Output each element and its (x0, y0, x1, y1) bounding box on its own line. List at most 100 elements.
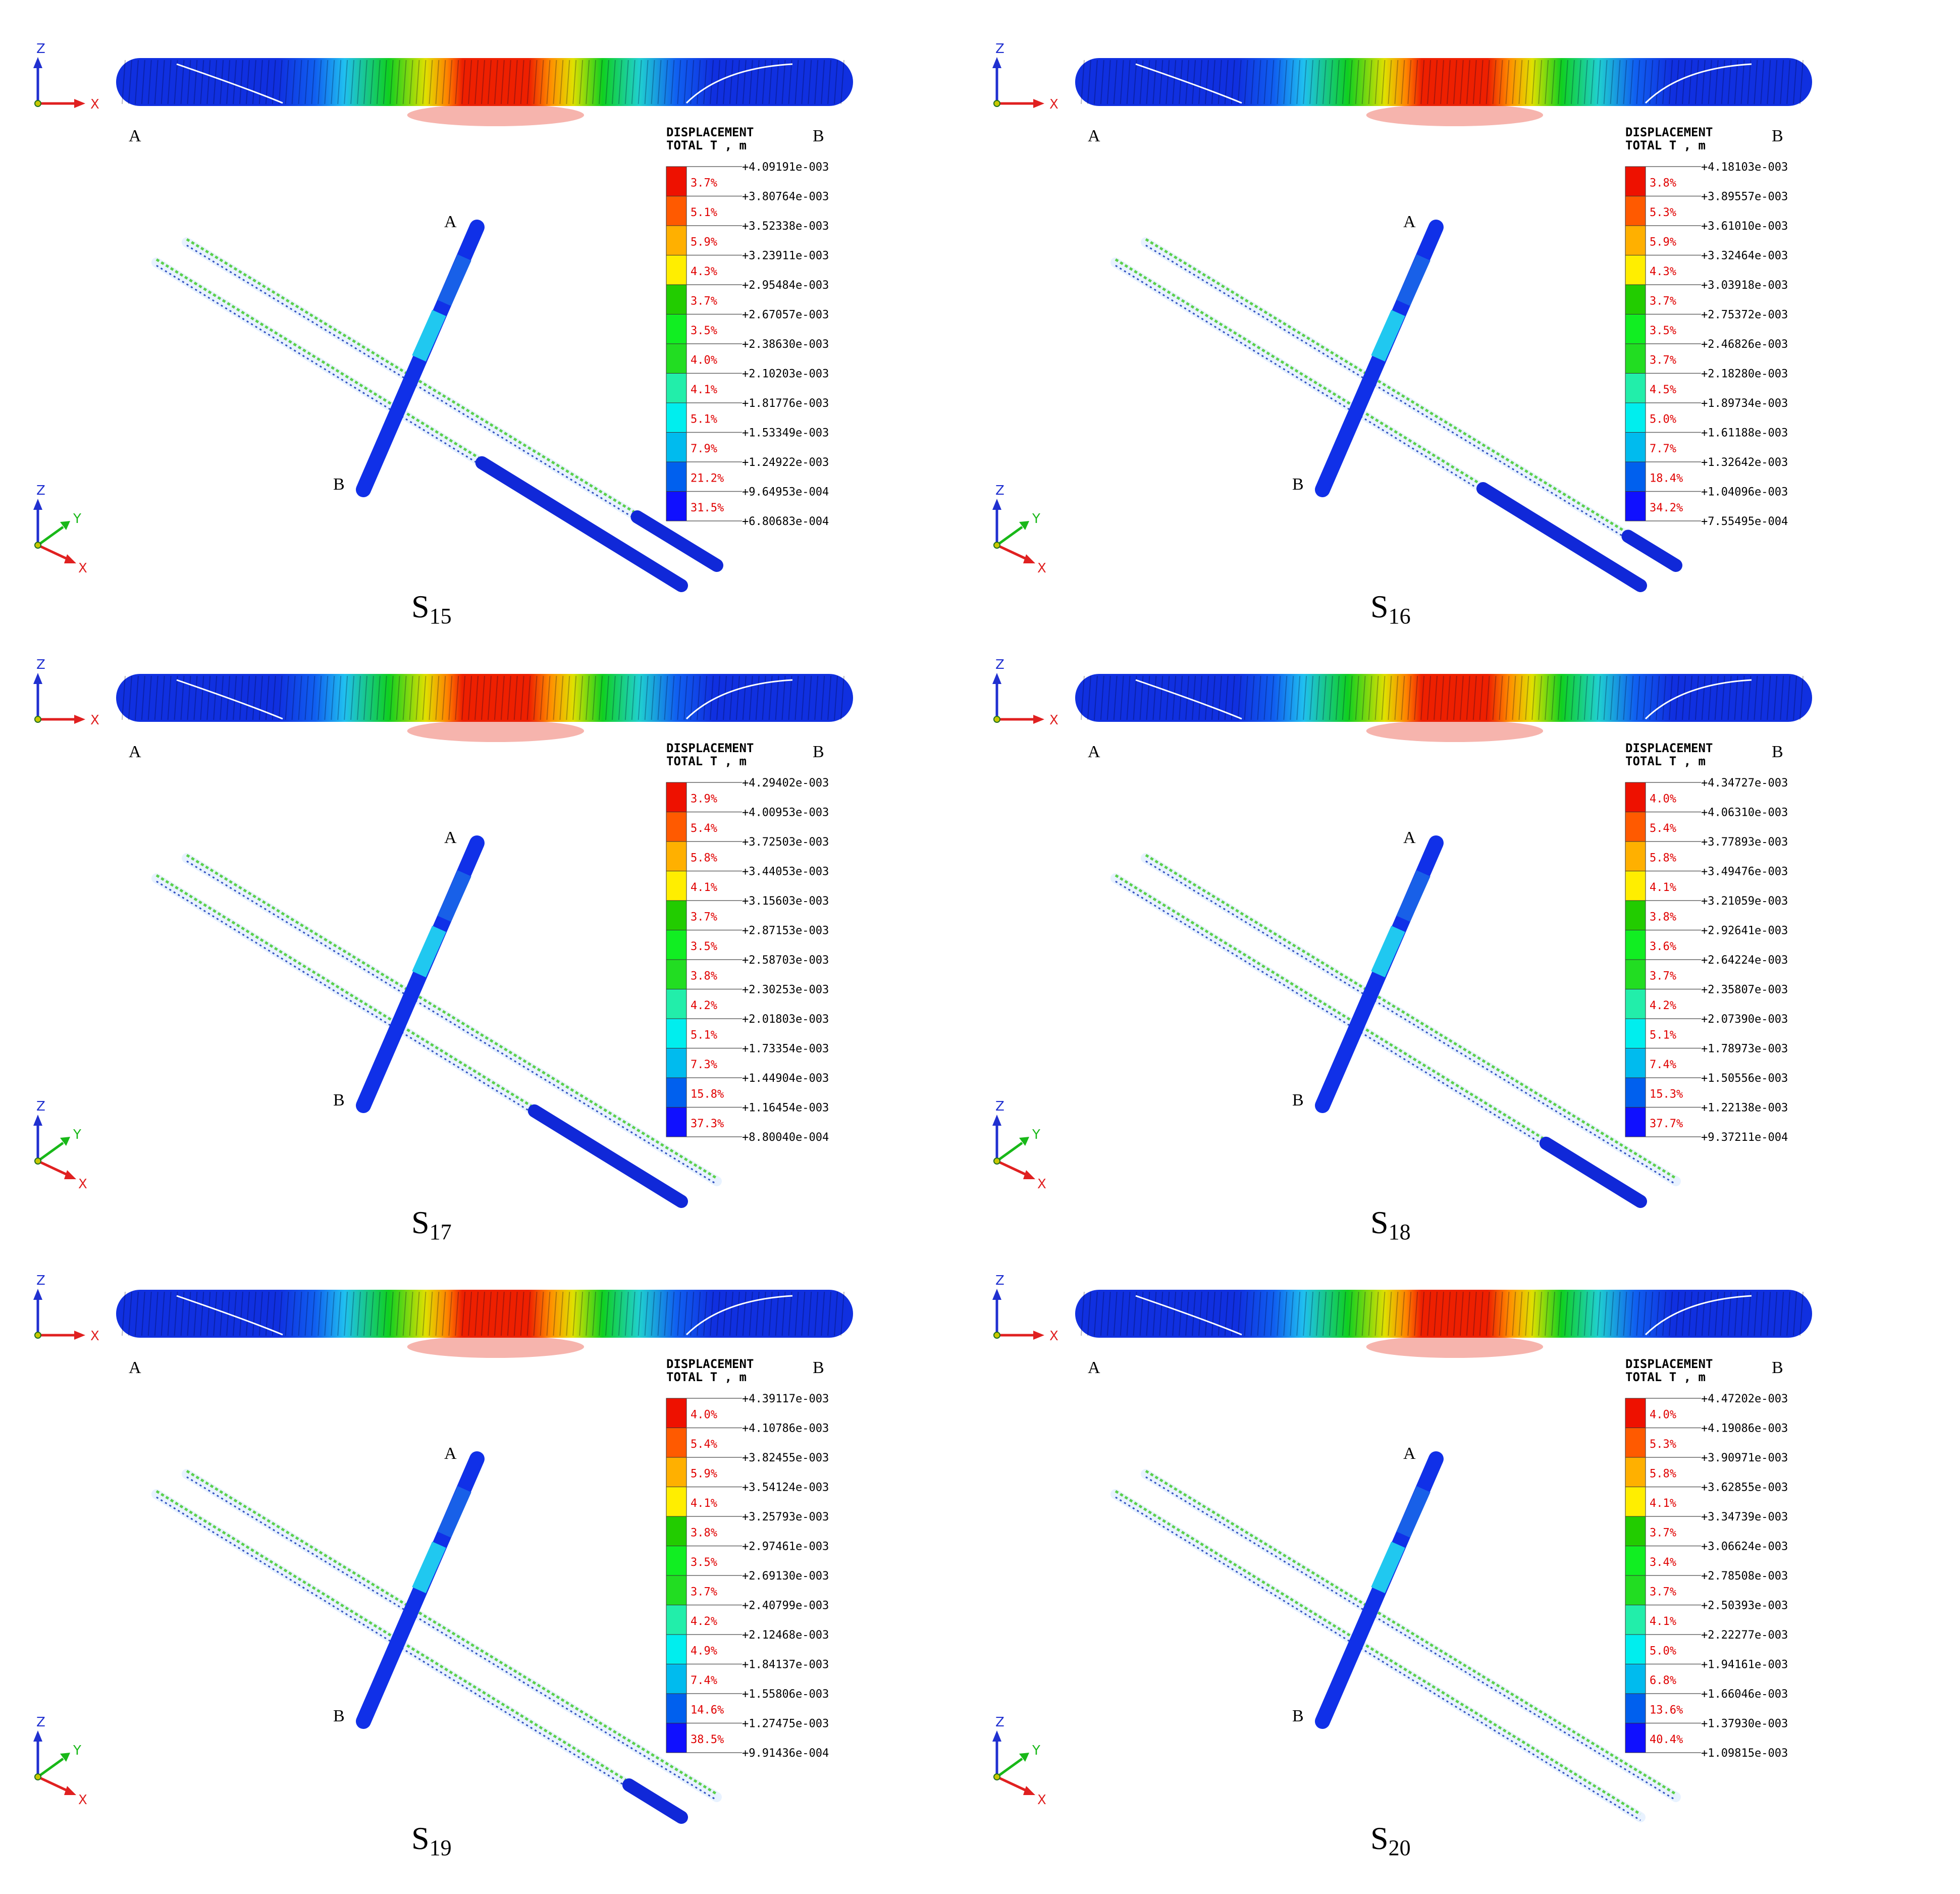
legend-color-band (666, 1723, 687, 1753)
legend-color-band (666, 1634, 687, 1664)
legend-value: +9.64953e-004 (742, 486, 829, 499)
legend-color-band (1625, 900, 1646, 930)
legend-color-band (666, 196, 687, 226)
legend-color-band (1625, 1428, 1646, 1458)
legend-percent: 5.8% (1650, 1467, 1676, 1480)
legend-value: +7.55495e-004 (1701, 515, 1788, 528)
legend-color-band (666, 255, 687, 285)
tunnel-3d-model: AB (1110, 213, 1682, 592)
legend-percent: 4.0% (691, 1408, 717, 1421)
legend-color-band (666, 166, 687, 196)
label-b-3d: B (333, 1091, 345, 1110)
legend-color-band (1625, 871, 1646, 901)
legend-subtitle: TOTAL T , m (1625, 754, 1706, 768)
label-b-3d: B (1292, 1091, 1304, 1110)
legend-percent: 15.3% (1650, 1088, 1683, 1100)
tunnel-3d-model: AB (151, 213, 723, 592)
panel-caption: S18 (1370, 1204, 1411, 1244)
legend-value: +4.19086e-003 (1701, 1423, 1788, 1435)
legend-percent: 40.4% (1650, 1733, 1683, 1746)
legend-value: +3.03918e-003 (1701, 279, 1788, 292)
legend-color-band (666, 1018, 687, 1048)
legend-value: +4.29402e-003 (742, 777, 829, 790)
legend-percent: 4.2% (691, 1615, 717, 1628)
legend-percent: 38.5% (691, 1733, 724, 1746)
legend-color-band (1625, 930, 1646, 960)
legend-color-band (666, 959, 687, 989)
legend-color-band (666, 1398, 687, 1428)
legend-percent: 7.4% (1650, 1059, 1676, 1071)
legend-value: +3.15603e-003 (742, 895, 829, 908)
label-b-3d: B (333, 475, 345, 494)
axis-z-label: Z (995, 1715, 1004, 1730)
axis-x-label: X (1037, 561, 1046, 576)
label-a-top: A (1088, 743, 1100, 761)
legend-color-band (1625, 402, 1646, 433)
legend-title: DISPLACEMENT (1625, 125, 1713, 139)
legend-value: +1.37930e-003 (1701, 1718, 1788, 1730)
legend-color-band (1625, 959, 1646, 989)
axis-z-label: Z (995, 483, 1004, 498)
axis-y-label: Y (73, 511, 81, 527)
legend-color-band (666, 1487, 687, 1517)
legend-color-band (666, 1693, 687, 1723)
legend-color-band (666, 402, 687, 433)
legend-color-band (1625, 166, 1646, 196)
legend-percent: 5.0% (1650, 1645, 1676, 1657)
legend-value: +2.67057e-003 (742, 309, 829, 322)
legend-percent: 21.2% (691, 472, 724, 485)
axis-x-label: X (78, 1177, 87, 1192)
legend-color-band (1625, 284, 1646, 314)
legend-value: +2.40799e-003 (742, 1600, 829, 1612)
legend-color-band (666, 989, 687, 1019)
legend-color-band (666, 1457, 687, 1487)
legend-value: +2.18280e-003 (1701, 368, 1788, 381)
legend-color-band (666, 930, 687, 960)
tunnel-left-line (151, 1489, 686, 1822)
legend-value: +2.30253e-003 (742, 984, 829, 996)
legend-color-band (1625, 782, 1646, 812)
axis-y-label: Y (1032, 511, 1040, 527)
label-a-top: A (1088, 127, 1100, 145)
legend-value: +2.22277e-003 (1701, 1629, 1788, 1642)
result-panel-20: Z X A B A B DISPLACEMENT TOTAL T , m +4.47202e-0… (979, 1247, 1938, 1868)
label-b-3d: B (1292, 1707, 1304, 1725)
legend-percent: 3.7% (691, 177, 717, 189)
panel-caption: S16 (1370, 589, 1411, 628)
legend-color-band (1625, 1516, 1646, 1546)
legend-percent: 4.1% (1650, 1615, 1676, 1628)
legend-value: +3.90971e-003 (1701, 1452, 1788, 1464)
legend-percent: 3.8% (1650, 177, 1676, 189)
legend-color-band (1625, 1693, 1646, 1723)
unexcavated-section-left (475, 456, 688, 592)
legend-value: +4.18103e-003 (1701, 161, 1788, 174)
legend-percent: 7.4% (691, 1674, 717, 1687)
legend-color-band (666, 812, 687, 842)
axis-z-label: Z (995, 657, 1004, 672)
legend-percent: 5.0% (1650, 413, 1676, 426)
legend-color-band (1625, 989, 1646, 1019)
legend-value: +2.92641e-003 (1701, 925, 1788, 937)
legend-color-band (1625, 1107, 1646, 1137)
label-a-3d: A (1403, 828, 1416, 847)
legend-value: +4.34727e-003 (1701, 777, 1788, 790)
axis-z-label: Z (995, 1099, 1004, 1114)
legend-value: +2.35807e-003 (1701, 984, 1788, 996)
legend-color-band (666, 1048, 687, 1078)
tunnel-left-line (1110, 1489, 1646, 1822)
legend-title: DISPLACEMENT (666, 1357, 754, 1371)
axis-z-label: Z (36, 1715, 45, 1730)
label-a-3d: A (1403, 1444, 1416, 1463)
legend-percent: 4.9% (691, 1645, 717, 1657)
legend-color-band (1625, 1664, 1646, 1694)
label-b-top: B (813, 1358, 824, 1377)
legend-value: +2.10203e-003 (742, 368, 829, 381)
axis-z-label: Z (995, 1273, 1004, 1288)
legend-percent: 5.4% (691, 1438, 717, 1451)
axis-z-label: Z (36, 41, 45, 57)
unexcavated-section-left (1539, 1136, 1647, 1208)
legend-color-band (1625, 314, 1646, 344)
